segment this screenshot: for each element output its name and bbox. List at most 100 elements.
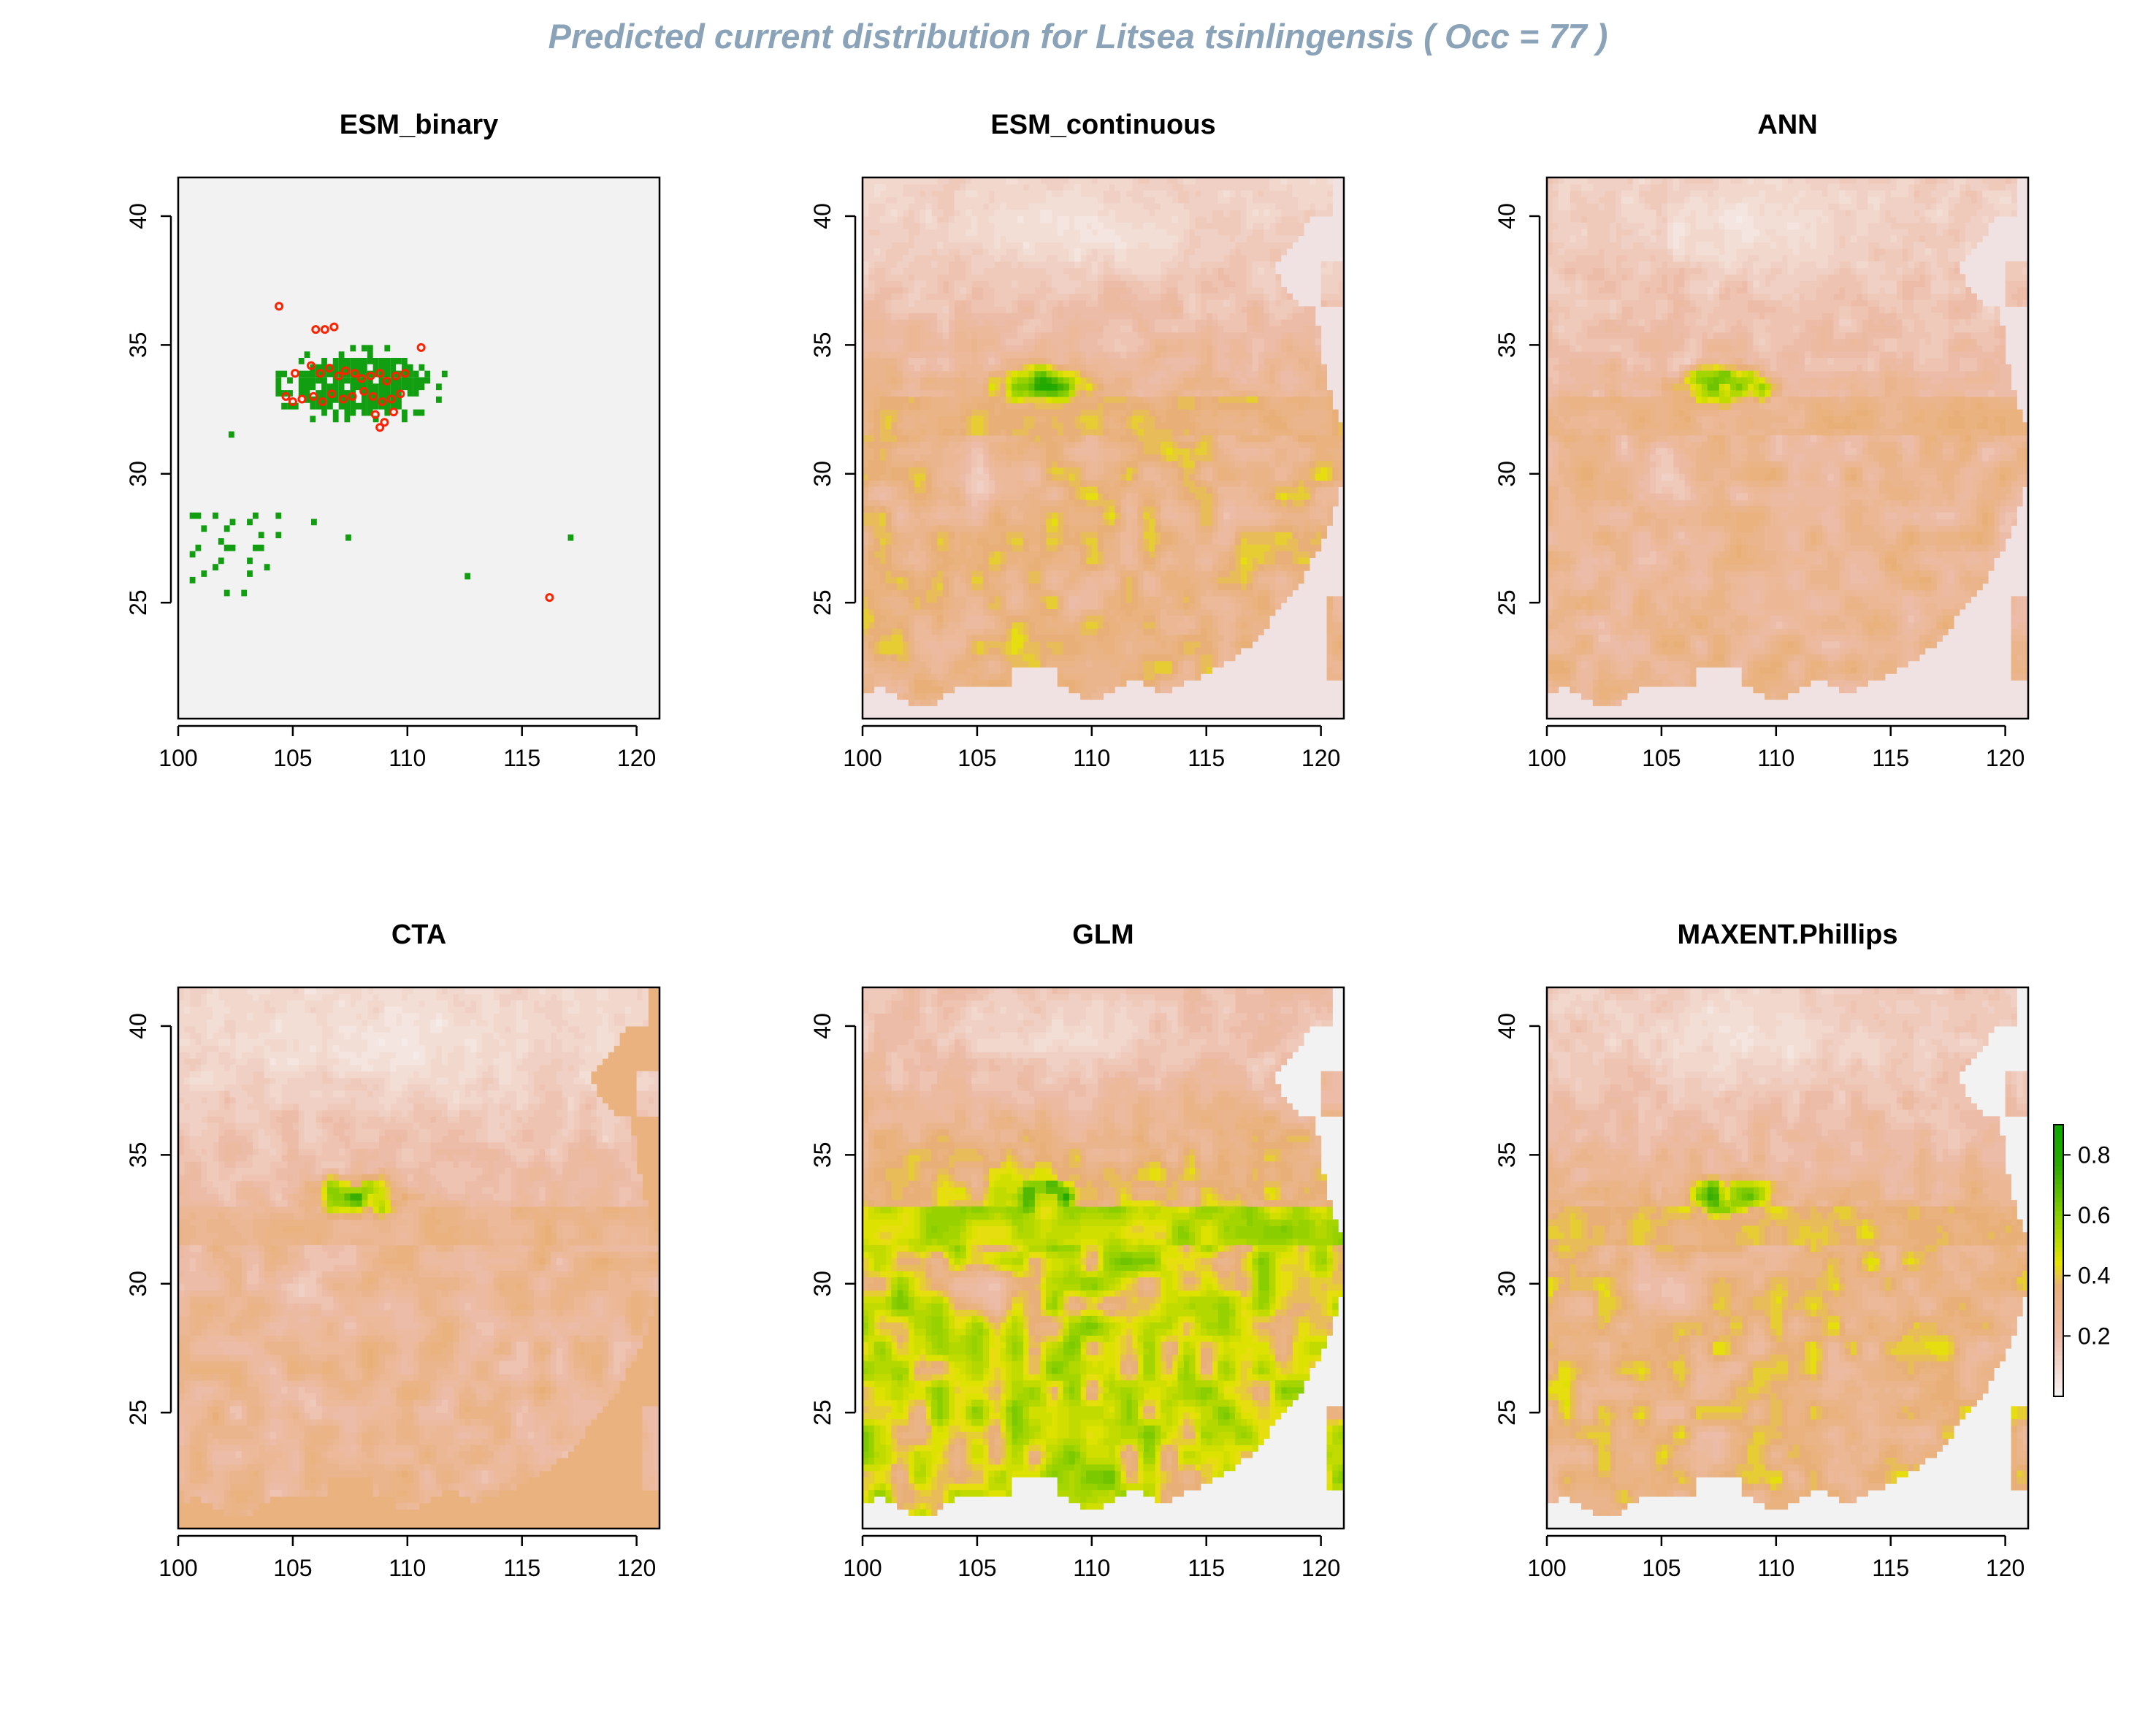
raster-cells bbox=[1057, 383, 1064, 391]
raster-cells bbox=[1719, 1180, 1759, 1207]
raster-cells bbox=[863, 987, 1344, 1291]
colorbar-segment bbox=[2054, 1288, 2063, 1293]
raster-cells bbox=[1673, 203, 1800, 249]
raster-cells bbox=[874, 177, 1333, 262]
occurrence-point bbox=[348, 391, 357, 401]
raster-cells bbox=[863, 1161, 1344, 1516]
y-tick-label: 35 bbox=[809, 332, 836, 359]
x-tick-label: 105 bbox=[1642, 745, 1681, 771]
colorbar-segment bbox=[2054, 1296, 2063, 1302]
panel-esm-binary: ESM_binary 100 105 110 115 120 25 30 35 40 bbox=[125, 110, 661, 771]
y-tick-label: 40 bbox=[125, 203, 151, 229]
raster-cells bbox=[1028, 370, 1069, 397]
x-tick-label: 100 bbox=[158, 745, 197, 771]
y-axis: 25 30 35 40 bbox=[1494, 203, 1541, 616]
raster-cells bbox=[863, 338, 1344, 706]
occurrence-point bbox=[416, 343, 426, 352]
x-tick-label: 120 bbox=[617, 745, 656, 771]
raster-cells bbox=[863, 1077, 1327, 1317]
colorbar-segment bbox=[2054, 1206, 2063, 1212]
y-tick-label: 40 bbox=[1494, 1013, 1520, 1039]
x-tick-label: 100 bbox=[843, 1555, 882, 1581]
colorbar-segment bbox=[2054, 1129, 2063, 1135]
raster-cells bbox=[1547, 1155, 2028, 1516]
occurrence-point bbox=[382, 376, 391, 386]
x-tick-label: 110 bbox=[1073, 1555, 1110, 1581]
colorbar-segment bbox=[2054, 1197, 2063, 1203]
occurrence-point bbox=[334, 371, 343, 380]
x-tick-label: 120 bbox=[1986, 1555, 2025, 1581]
y-axis: 25 30 35 40 bbox=[125, 203, 172, 616]
panel-title: CTA bbox=[391, 919, 446, 950]
colorbar-segment bbox=[2054, 1193, 2063, 1198]
occurrence-point bbox=[320, 325, 329, 334]
colorbar-segment bbox=[2054, 1156, 2063, 1162]
x-tick-label: 105 bbox=[1642, 1555, 1681, 1581]
x-tick-label: 100 bbox=[843, 745, 882, 771]
occurrence-point bbox=[325, 364, 335, 373]
colorbar-segment bbox=[2054, 1220, 2063, 1225]
x-tick-label: 105 bbox=[957, 745, 996, 771]
colorbar-segment bbox=[2054, 1301, 2063, 1307]
colorbar-segment bbox=[2054, 1319, 2063, 1325]
raster-cells bbox=[1696, 370, 1748, 391]
occurrence-point bbox=[357, 374, 367, 383]
colorbar-segment bbox=[2054, 1265, 2063, 1271]
raster-cells bbox=[1707, 1193, 1754, 1207]
plot-frame bbox=[1545, 986, 2030, 1530]
raster-cells bbox=[863, 177, 1333, 275]
y-tick-label: 30 bbox=[1494, 1271, 1520, 1297]
colorbar-segment bbox=[2054, 1378, 2063, 1384]
raster-cells bbox=[863, 364, 1344, 694]
y-tick-label: 40 bbox=[809, 1013, 836, 1039]
raster bbox=[178, 987, 660, 1529]
colorbar-segment bbox=[2054, 1283, 2063, 1288]
raster-cells bbox=[1547, 267, 2028, 694]
y-tick-label: 40 bbox=[809, 203, 836, 229]
colorbar-segment bbox=[2054, 1315, 2063, 1320]
occurrence-point bbox=[389, 408, 398, 417]
raster-cells bbox=[1707, 1193, 1714, 1201]
raster-cells bbox=[1040, 377, 1058, 391]
occurrence-point bbox=[396, 389, 405, 399]
panel-title: ANN bbox=[1757, 110, 1817, 140]
raster-cells bbox=[178, 987, 660, 1297]
raster bbox=[863, 987, 1344, 1529]
occurrence-point bbox=[391, 371, 401, 380]
panel-title: MAXENT.Phillips bbox=[1678, 919, 1898, 950]
raster-cells bbox=[344, 1193, 362, 1207]
colorbar-segment bbox=[2054, 1364, 2063, 1370]
raster-cells bbox=[1012, 383, 1075, 397]
raster-cells bbox=[1063, 1193, 1069, 1201]
panel-glm: GLM 100 105 110 115 120 25 30 35 40 bbox=[809, 919, 1345, 1581]
x-tick-label: 110 bbox=[1073, 745, 1110, 771]
raster-cells bbox=[178, 987, 654, 1143]
x-axis: 100 105 110 115 120 bbox=[843, 1534, 1340, 1581]
raster-cells bbox=[863, 1084, 1339, 1484]
colorbar-segment bbox=[2054, 1261, 2063, 1266]
occurrence-point bbox=[350, 369, 359, 378]
raster-cells bbox=[863, 1180, 1344, 1491]
raster-cells bbox=[327, 1187, 368, 1207]
colorbar-segment bbox=[2054, 1269, 2063, 1275]
x-tick-label: 110 bbox=[389, 1555, 426, 1581]
colorbar-segment bbox=[2054, 1142, 2063, 1148]
x-tick-label: 110 bbox=[389, 745, 426, 771]
raster-cells bbox=[332, 1180, 385, 1214]
occurrence-point bbox=[327, 389, 337, 399]
x-tick-label: 120 bbox=[1986, 745, 2025, 771]
colorbar-segment bbox=[2054, 1337, 2063, 1343]
x-tick-label: 100 bbox=[158, 1555, 197, 1581]
raster bbox=[863, 177, 1344, 719]
colorbar-segment bbox=[2054, 1355, 2063, 1361]
occurrence-point bbox=[318, 397, 327, 406]
raster-cells bbox=[1547, 987, 2028, 1304]
colorbar-segment bbox=[2054, 1228, 2063, 1234]
raster-cells bbox=[1547, 364, 2028, 700]
colorbar-segment bbox=[2054, 1160, 2063, 1166]
panel-title: ESM_continuous bbox=[990, 110, 1215, 140]
raster-cells bbox=[1017, 210, 1127, 262]
occurrence-point bbox=[380, 418, 389, 427]
raster-cells bbox=[1034, 1020, 1098, 1052]
y-tick-label: 25 bbox=[1494, 589, 1520, 616]
